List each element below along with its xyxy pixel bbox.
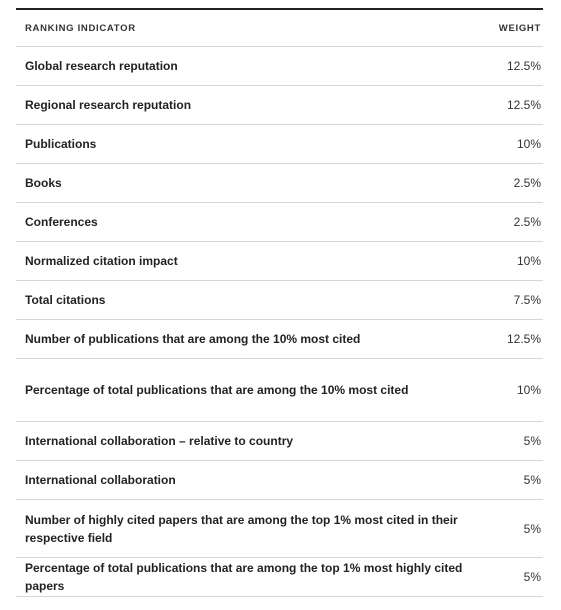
table-header-row: RANKING INDICATOR WEIGHT xyxy=(16,9,543,47)
indicator-name: Number of highly cited papers that are a… xyxy=(16,499,468,558)
table-row: Percentage of total publications that ar… xyxy=(16,358,543,422)
indicator-name: Number of publications that are among th… xyxy=(16,319,468,359)
header-weight: WEIGHT xyxy=(468,9,543,47)
indicator-weight: 5% xyxy=(468,499,543,558)
ranking-indicators-table-container: RANKING INDICATOR WEIGHT Global research… xyxy=(16,8,543,597)
indicator-name: Percentage of total publications that ar… xyxy=(16,358,468,422)
indicator-weight: 7.5% xyxy=(468,280,543,320)
table-row: International collaboration – relative t… xyxy=(16,421,543,461)
table-row: Number of publications that are among th… xyxy=(16,319,543,359)
indicator-weight: 5% xyxy=(468,460,543,500)
indicator-name: Publications xyxy=(16,124,468,164)
indicator-name: International collaboration xyxy=(16,460,468,500)
table-row: Percentage of total publications that ar… xyxy=(16,557,543,597)
indicator-name: Regional research reputation xyxy=(16,85,468,125)
table-row: Publications 10% xyxy=(16,124,543,164)
indicator-name: Conferences xyxy=(16,202,468,242)
indicator-name: Total citations xyxy=(16,280,468,320)
indicator-weight: 5% xyxy=(468,557,543,597)
indicator-weight: 12.5% xyxy=(468,46,543,86)
table-row: Books 2.5% xyxy=(16,163,543,203)
header-ranking-indicator: RANKING INDICATOR xyxy=(16,9,468,47)
indicator-weight: 2.5% xyxy=(468,163,543,203)
table-row: Number of highly cited papers that are a… xyxy=(16,499,543,558)
table-row: Conferences 2.5% xyxy=(16,202,543,242)
indicator-weight: 10% xyxy=(468,358,543,422)
indicator-weight: 12.5% xyxy=(468,85,543,125)
indicator-name: Books xyxy=(16,163,468,203)
table-row: Total citations 7.5% xyxy=(16,280,543,320)
indicator-weight: 12.5% xyxy=(468,319,543,359)
indicator-name: Percentage of total publications that ar… xyxy=(16,557,468,597)
indicator-name: Global research reputation xyxy=(16,46,468,86)
table-row: Global research reputation 12.5% xyxy=(16,46,543,86)
indicator-weight: 5% xyxy=(468,421,543,461)
table-row: International collaboration 5% xyxy=(16,460,543,500)
indicator-name: International collaboration – relative t… xyxy=(16,421,468,461)
indicator-weight: 2.5% xyxy=(468,202,543,242)
ranking-indicators-table: RANKING INDICATOR WEIGHT Global research… xyxy=(16,8,543,597)
indicator-weight: 10% xyxy=(468,241,543,281)
indicator-weight: 10% xyxy=(468,124,543,164)
table-row: Normalized citation impact 10% xyxy=(16,241,543,281)
indicator-name: Normalized citation impact xyxy=(16,241,468,281)
table-row: Regional research reputation 12.5% xyxy=(16,85,543,125)
